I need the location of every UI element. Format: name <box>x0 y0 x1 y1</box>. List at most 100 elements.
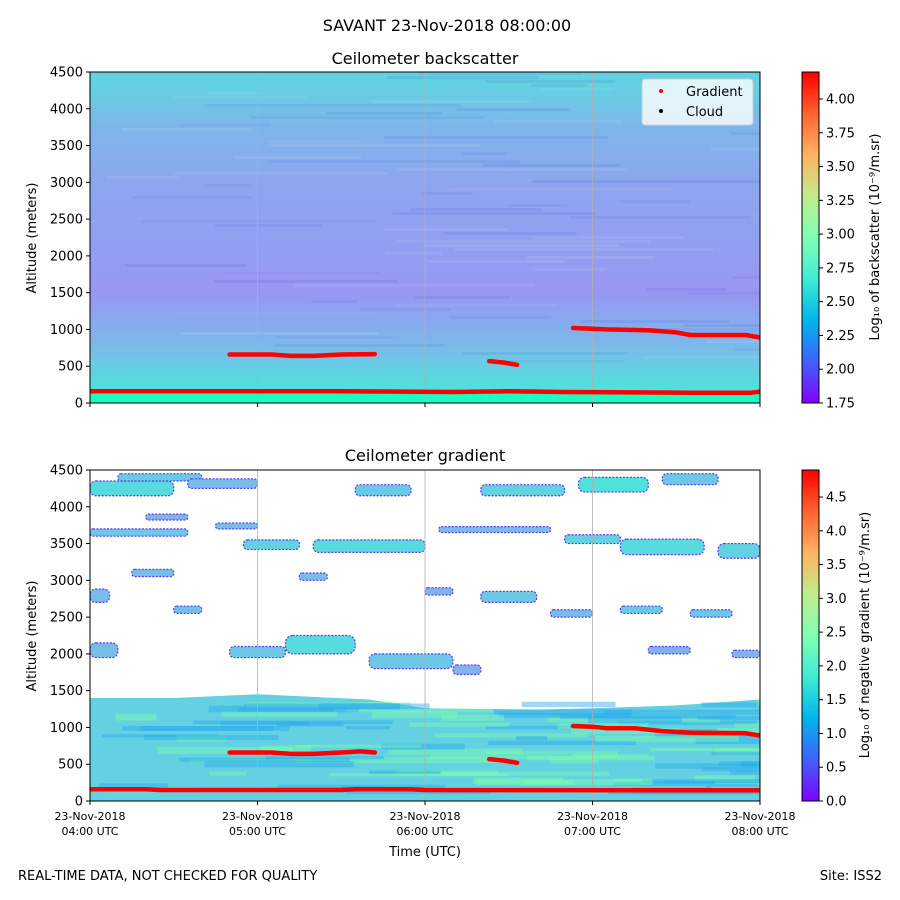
texture-stripe <box>533 236 684 239</box>
layer-texture-stripe <box>588 716 683 724</box>
cloud-patch <box>90 528 189 537</box>
y-tick-label: 500 <box>58 360 83 375</box>
quality-disclaimer: REAL-TIME DATA, NOT CHECKED FOR QUALITY <box>18 869 318 884</box>
x-tick-label: 06:00 UTC <box>396 825 453 838</box>
texture-stripe <box>449 316 552 319</box>
texture-stripe <box>689 292 760 295</box>
backscatter-colorbar-bar <box>801 71 820 404</box>
texture-stripe <box>397 240 650 243</box>
y-tick-label: 4000 <box>50 102 83 117</box>
gradient-colorbar-ticks: 0.0 0.5 1.0 1.5 2.0 2.5 3.0 3.5 4.0 4.5 <box>819 491 847 810</box>
texture-stripe <box>646 288 726 291</box>
gradient-colorbar: 0.0 0.5 1.0 1.5 2.0 2.5 3.0 3.5 4.0 4.5 Log₁₀ of … <box>801 469 873 810</box>
y-tick-label: 4500 <box>50 66 83 81</box>
gradient-layer-line <box>227 351 378 359</box>
layer-texture-stripe <box>715 780 760 785</box>
layer-texture-stripe <box>101 734 218 738</box>
texture-stripe <box>392 212 595 215</box>
backscatter-gridlines <box>90 72 760 403</box>
y-tick-label: 1500 <box>50 684 83 699</box>
cloud-patch <box>117 473 203 482</box>
y-tick-label: 500 <box>58 758 83 773</box>
x-tick-label: 04:00 UTC <box>61 825 118 838</box>
layer-texture-stripe <box>176 735 227 742</box>
texture-stripe <box>234 156 361 159</box>
layer-texture-stripe <box>618 720 757 725</box>
texture-stripe <box>141 220 376 223</box>
layer-texture-stripe <box>711 751 760 756</box>
site-label: Site: ISS2 <box>819 869 882 884</box>
layer-texture-stripe <box>139 726 274 731</box>
backscatter-x-axis <box>89 403 761 407</box>
cloud-patch <box>145 513 189 521</box>
texture-stripe <box>370 100 532 103</box>
layer-texture-stripe <box>441 771 610 776</box>
texture-stripe <box>170 96 309 99</box>
texture-stripe <box>732 276 760 279</box>
cloud-patch <box>242 539 300 551</box>
y-tick-label: 4000 <box>50 500 83 515</box>
texture-stripe <box>224 272 381 275</box>
cloud-patch <box>689 609 733 618</box>
texture-stripe <box>181 124 271 127</box>
layer-texture-stripe <box>346 708 494 713</box>
cloud-patch <box>717 542 760 559</box>
layer-texture-stripe <box>547 717 720 723</box>
texture-stripe <box>484 80 616 83</box>
layer-texture-stripe <box>740 761 760 768</box>
texture-stripe <box>627 328 759 331</box>
texture-stripe <box>455 248 713 251</box>
cloud-patch <box>90 480 175 497</box>
colorbar-tick-label: 1.5 <box>826 693 847 708</box>
texture-stripe <box>384 136 609 139</box>
x-tick-label: 07:00 UTC <box>564 825 621 838</box>
layer-texture-stripe <box>494 709 633 715</box>
layer-texture-stripe <box>295 744 422 748</box>
backscatter-colorbar: 1.75 2.00 2.25 2.50 2.75 3.00 3.25 3.50 3.75 4.00… <box>801 71 883 412</box>
layer-texture-stripe <box>244 703 430 709</box>
y-tick-label: 0 <box>75 795 83 810</box>
layer-texture-stripe <box>560 714 736 719</box>
cloud-patch <box>438 526 552 534</box>
legend-cloud-label: Cloud <box>686 105 723 120</box>
texture-stripe <box>706 340 760 343</box>
y-tick-label: 2000 <box>50 647 83 662</box>
texture-stripe <box>456 108 570 111</box>
texture-stripe <box>734 348 760 351</box>
layer-texture-stripe <box>572 754 649 758</box>
y-tick-label: 2500 <box>50 611 83 626</box>
layer-texture-stripe <box>434 733 588 738</box>
colorbar-tick-label: 4.00 <box>826 93 855 108</box>
colorbar-tick-label: 0.5 <box>826 761 847 776</box>
colorbar-tick-label: 0.0 <box>826 795 847 810</box>
cloud-patch <box>480 590 538 603</box>
texture-stripe <box>294 284 535 287</box>
gradient-layer-line <box>486 358 520 368</box>
legend-gradient-label: Gradient <box>686 85 743 100</box>
backscatter-gradient-layers <box>90 325 760 395</box>
layer-texture-stripe <box>430 755 620 759</box>
texture-stripe <box>121 128 253 131</box>
texture-stripe <box>449 188 673 191</box>
gradient-layer-line <box>90 786 760 793</box>
layer-texture-stripe <box>189 758 312 763</box>
layer-texture-stripe <box>549 758 599 764</box>
layer-texture-stripe <box>521 701 616 708</box>
backscatter-texture <box>106 72 760 363</box>
colorbar-tick-label: 3.25 <box>826 194 855 209</box>
layer-texture-stripe <box>220 721 310 726</box>
texture-stripe <box>619 200 690 203</box>
cloud-patch <box>731 649 760 659</box>
texture-stripe <box>173 172 389 175</box>
layer-texture-stripe <box>410 722 510 727</box>
layer-texture-stripe <box>115 714 157 721</box>
texture-stripe <box>132 196 252 199</box>
layer-texture-stripe <box>319 703 400 710</box>
texture-stripe <box>268 160 520 163</box>
layer-texture-stripe <box>371 711 458 718</box>
cloud-patch <box>173 605 203 615</box>
backscatter-colorbar-label: Log₁₀ of backscatter (10⁻⁹/m.sr) <box>868 134 883 341</box>
layer-texture-stripe <box>522 779 575 785</box>
layer-texture-stripe <box>734 723 760 728</box>
texture-stripe <box>175 312 376 315</box>
